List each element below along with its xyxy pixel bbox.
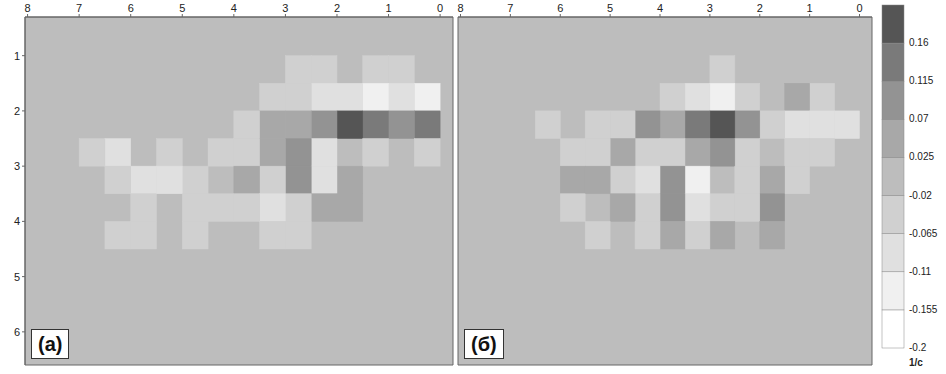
svg-text:-0.065: -0.065 bbox=[909, 228, 938, 239]
svg-text:5: 5 bbox=[179, 2, 185, 14]
svg-text:0: 0 bbox=[856, 2, 862, 14]
svg-text:0.025: 0.025 bbox=[909, 151, 934, 162]
svg-text:6: 6 bbox=[14, 326, 20, 338]
svg-text:4: 4 bbox=[14, 215, 20, 227]
svg-text:8: 8 bbox=[25, 2, 31, 14]
svg-text:0.07: 0.07 bbox=[909, 113, 929, 124]
svg-text:1/с: 1/с bbox=[909, 357, 923, 368]
svg-text:3: 3 bbox=[707, 2, 713, 14]
svg-text:5: 5 bbox=[14, 271, 20, 283]
svg-text:6: 6 bbox=[128, 2, 134, 14]
svg-text:6: 6 bbox=[557, 2, 563, 14]
html-text:(б): (б) bbox=[471, 333, 497, 355]
svg-text:2: 2 bbox=[334, 2, 340, 14]
svg-text:2: 2 bbox=[14, 105, 20, 117]
svg-text:2: 2 bbox=[757, 2, 763, 14]
svg-text:7: 7 bbox=[76, 2, 82, 14]
html-text:(а): (а) bbox=[38, 333, 63, 355]
svg-text:3: 3 bbox=[282, 2, 288, 14]
svg-text:8: 8 bbox=[457, 2, 463, 14]
svg-text:0.16: 0.16 bbox=[909, 37, 929, 48]
svg-text:3: 3 bbox=[14, 160, 20, 172]
svg-text:4: 4 bbox=[231, 2, 237, 14]
svg-text:0.115: 0.115 bbox=[909, 75, 934, 86]
svg-text:-0.11: -0.11 bbox=[909, 266, 931, 277]
svg-text:5: 5 bbox=[607, 2, 613, 14]
svg-text:7: 7 bbox=[507, 2, 513, 14]
svg-text:1: 1 bbox=[14, 50, 20, 62]
svg-text:4: 4 bbox=[657, 2, 663, 14]
svg-text:-0.2: -0.2 bbox=[909, 342, 927, 353]
svg-text:-0.155: -0.155 bbox=[909, 304, 938, 315]
svg-text:1: 1 bbox=[385, 2, 391, 14]
svg-text:-0.02: -0.02 bbox=[909, 190, 932, 201]
svg-text:0: 0 bbox=[437, 2, 443, 14]
svg-text:1: 1 bbox=[807, 2, 813, 14]
